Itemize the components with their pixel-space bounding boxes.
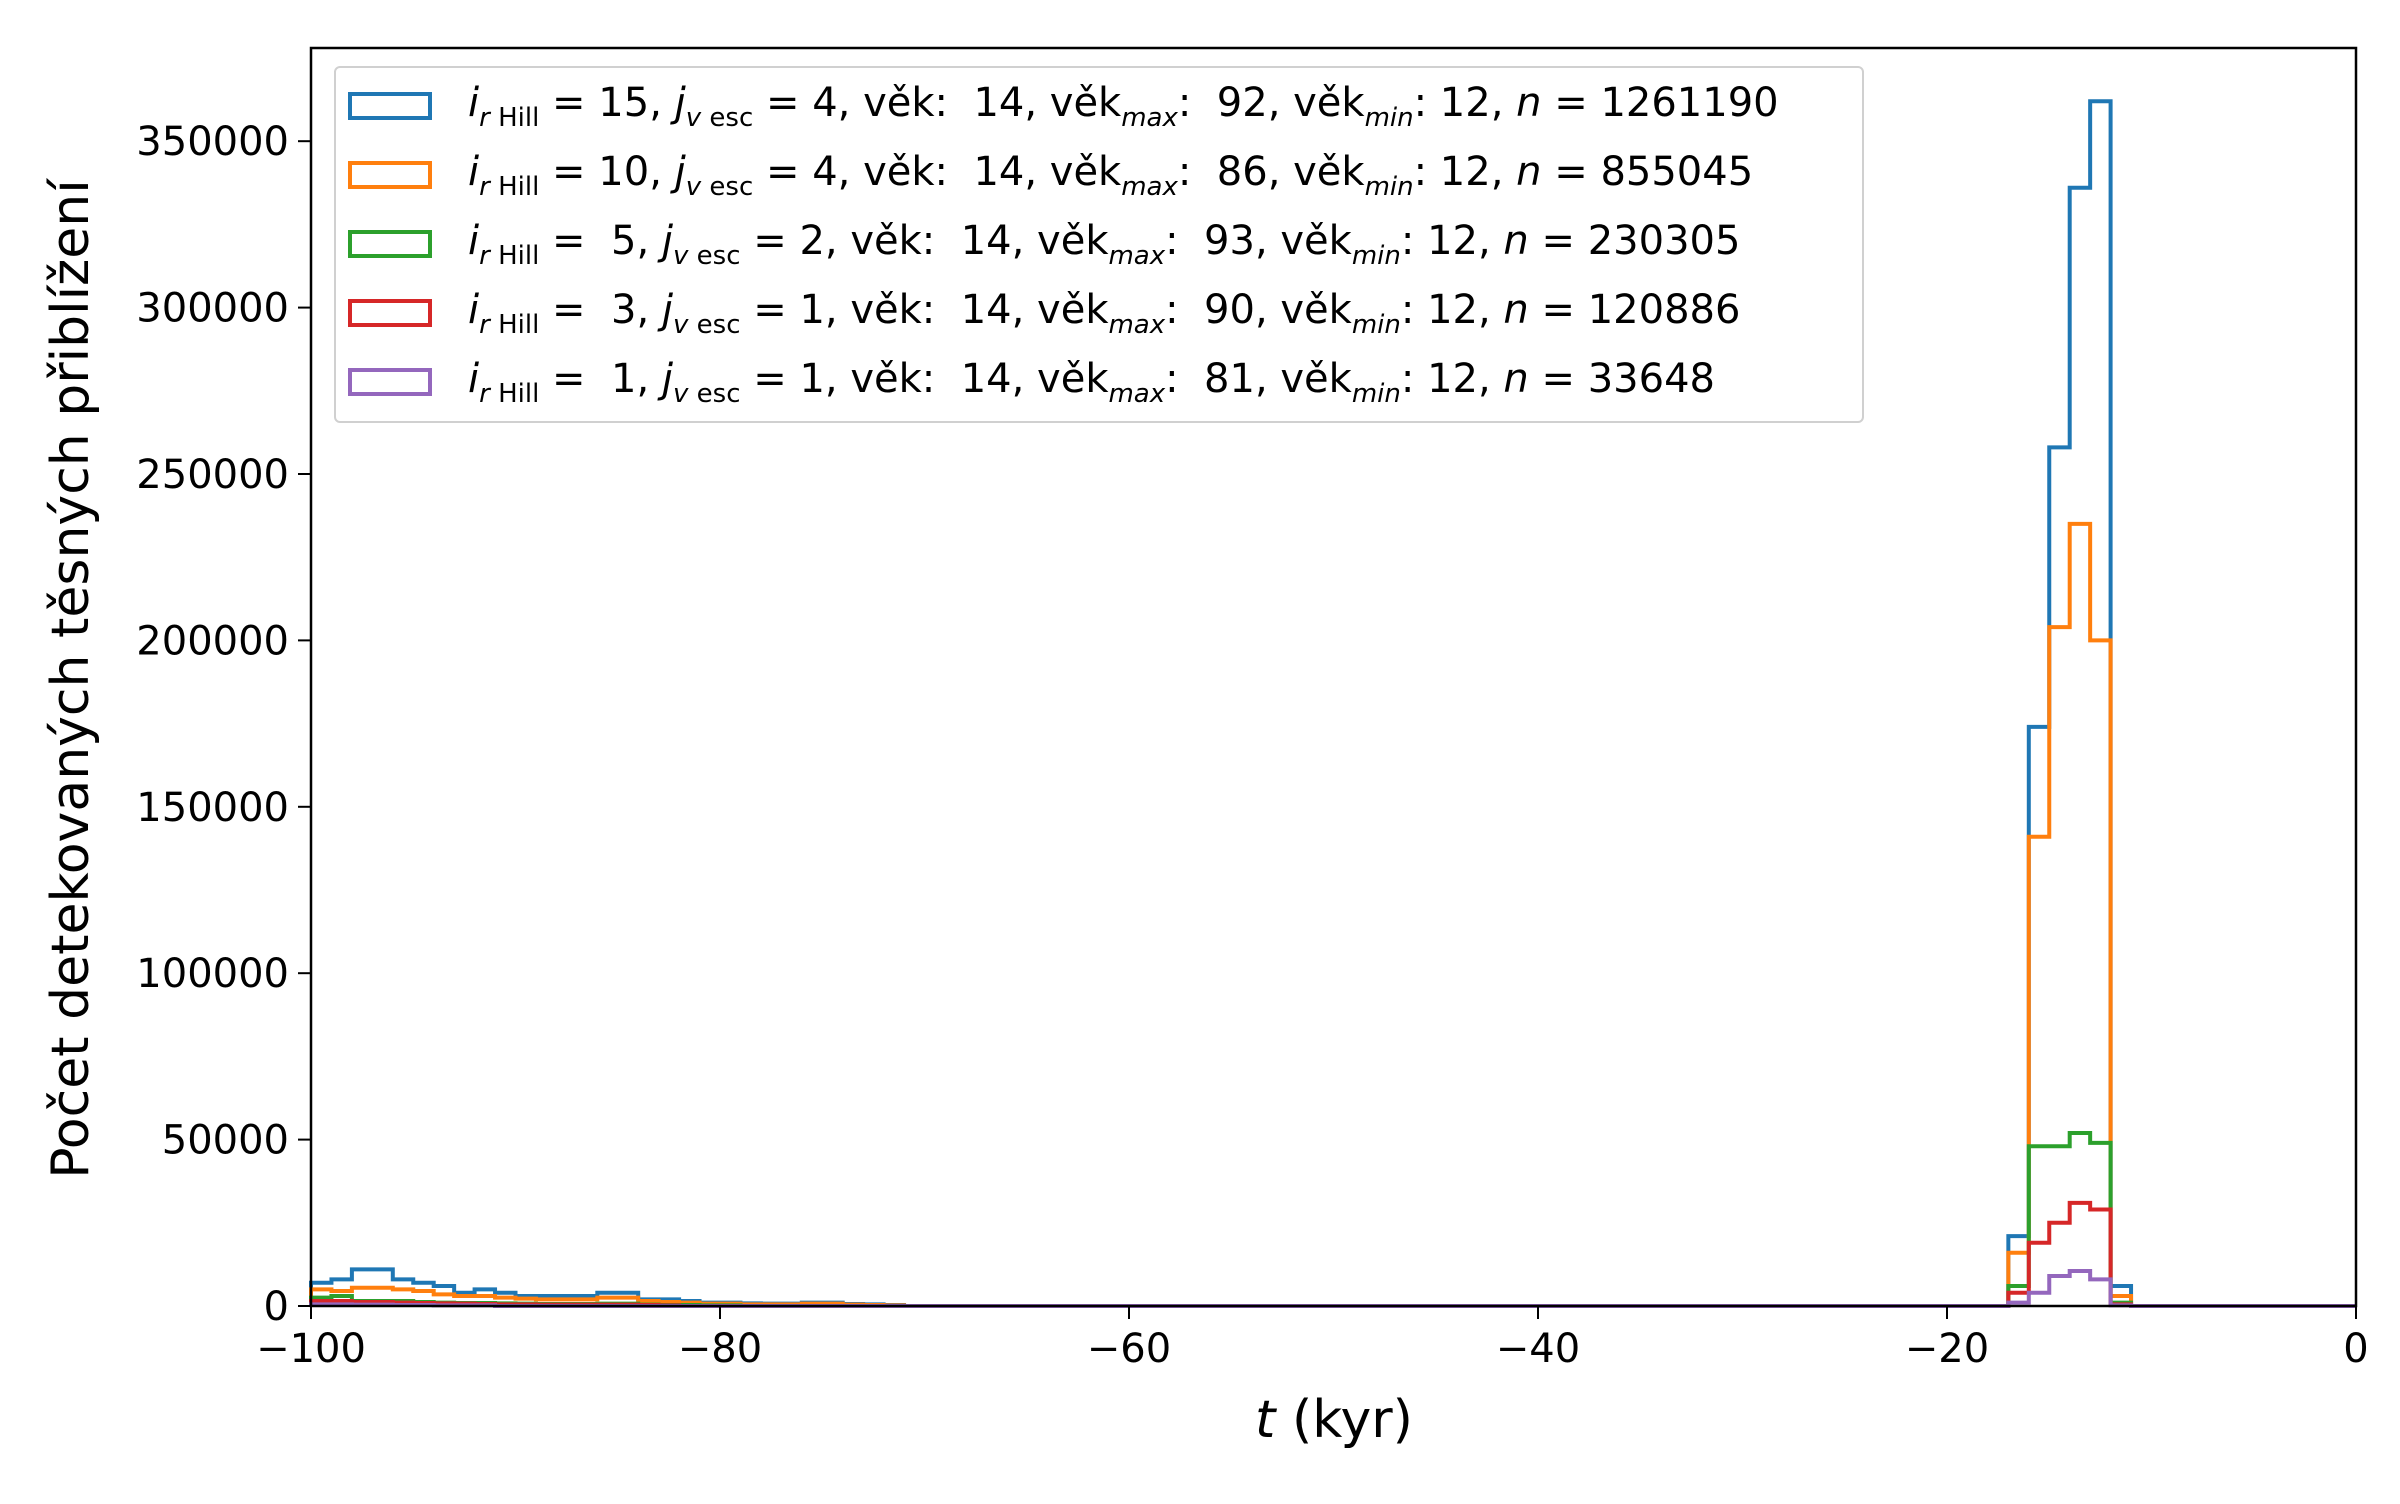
x-axis-label: t (kyr) (1255, 1390, 1413, 1450)
x-tick-label: −80 (678, 1326, 762, 1372)
y-tick-label: 100000 (136, 951, 289, 997)
y-tick-label: 200000 (136, 618, 289, 664)
y-axis-label: Počet detekovaných těsných přiblížení (41, 178, 101, 1179)
legend: ir Hill = 15, jv esc = 4, věk: 14, věkma… (334, 66, 1864, 423)
x-tick-label: 0 (2343, 1326, 2368, 1372)
legend-swatch (348, 368, 432, 396)
legend-swatch (348, 299, 432, 327)
legend-swatch (348, 161, 432, 189)
x-tick-label: −40 (1496, 1326, 1580, 1372)
legend-item: ir Hill = 3, jv esc = 1, věk: 14, věkmax… (348, 283, 1740, 343)
legend-swatch (348, 92, 432, 120)
legend-label: ir Hill = 15, jv esc = 4, věk: 14, věkma… (468, 79, 1779, 133)
y-tick-label: 250000 (136, 452, 289, 498)
x-tick-label: −60 (1087, 1326, 1171, 1372)
legend-label: ir Hill = 5, jv esc = 2, věk: 14, věkmax… (468, 217, 1741, 271)
y-tick-label: 300000 (136, 286, 289, 332)
series-step-line (309, 521, 2356, 1308)
x-tick-label: −100 (256, 1326, 366, 1372)
series-step-line (309, 1269, 2356, 1308)
legend-label: ir Hill = 3, jv esc = 1, věk: 14, věkmax… (468, 286, 1741, 340)
legend-item: ir Hill = 10, jv esc = 4, věk: 14, věkma… (348, 145, 1753, 205)
legend-label: ir Hill = 1, jv esc = 1, věk: 14, věkmax… (468, 355, 1715, 409)
legend-item: ir Hill = 1, jv esc = 1, věk: 14, věkmax… (348, 352, 1715, 412)
legend-item: ir Hill = 5, jv esc = 2, věk: 14, věkmax… (348, 214, 1740, 274)
legend-item: ir Hill = 15, jv esc = 4, věk: 14, věkma… (348, 76, 1779, 136)
y-tick-label: 150000 (136, 785, 289, 831)
x-tick-label: −20 (1905, 1326, 1989, 1372)
legend-label: ir Hill = 10, jv esc = 4, věk: 14, věkma… (468, 148, 1754, 202)
y-tick-label: 50000 (162, 1118, 289, 1164)
plot-frame (309, 46, 2358, 1308)
y-tick-label: 0 (264, 1284, 289, 1330)
legend-swatch (348, 230, 432, 258)
y-tick-label: 350000 (136, 119, 289, 165)
